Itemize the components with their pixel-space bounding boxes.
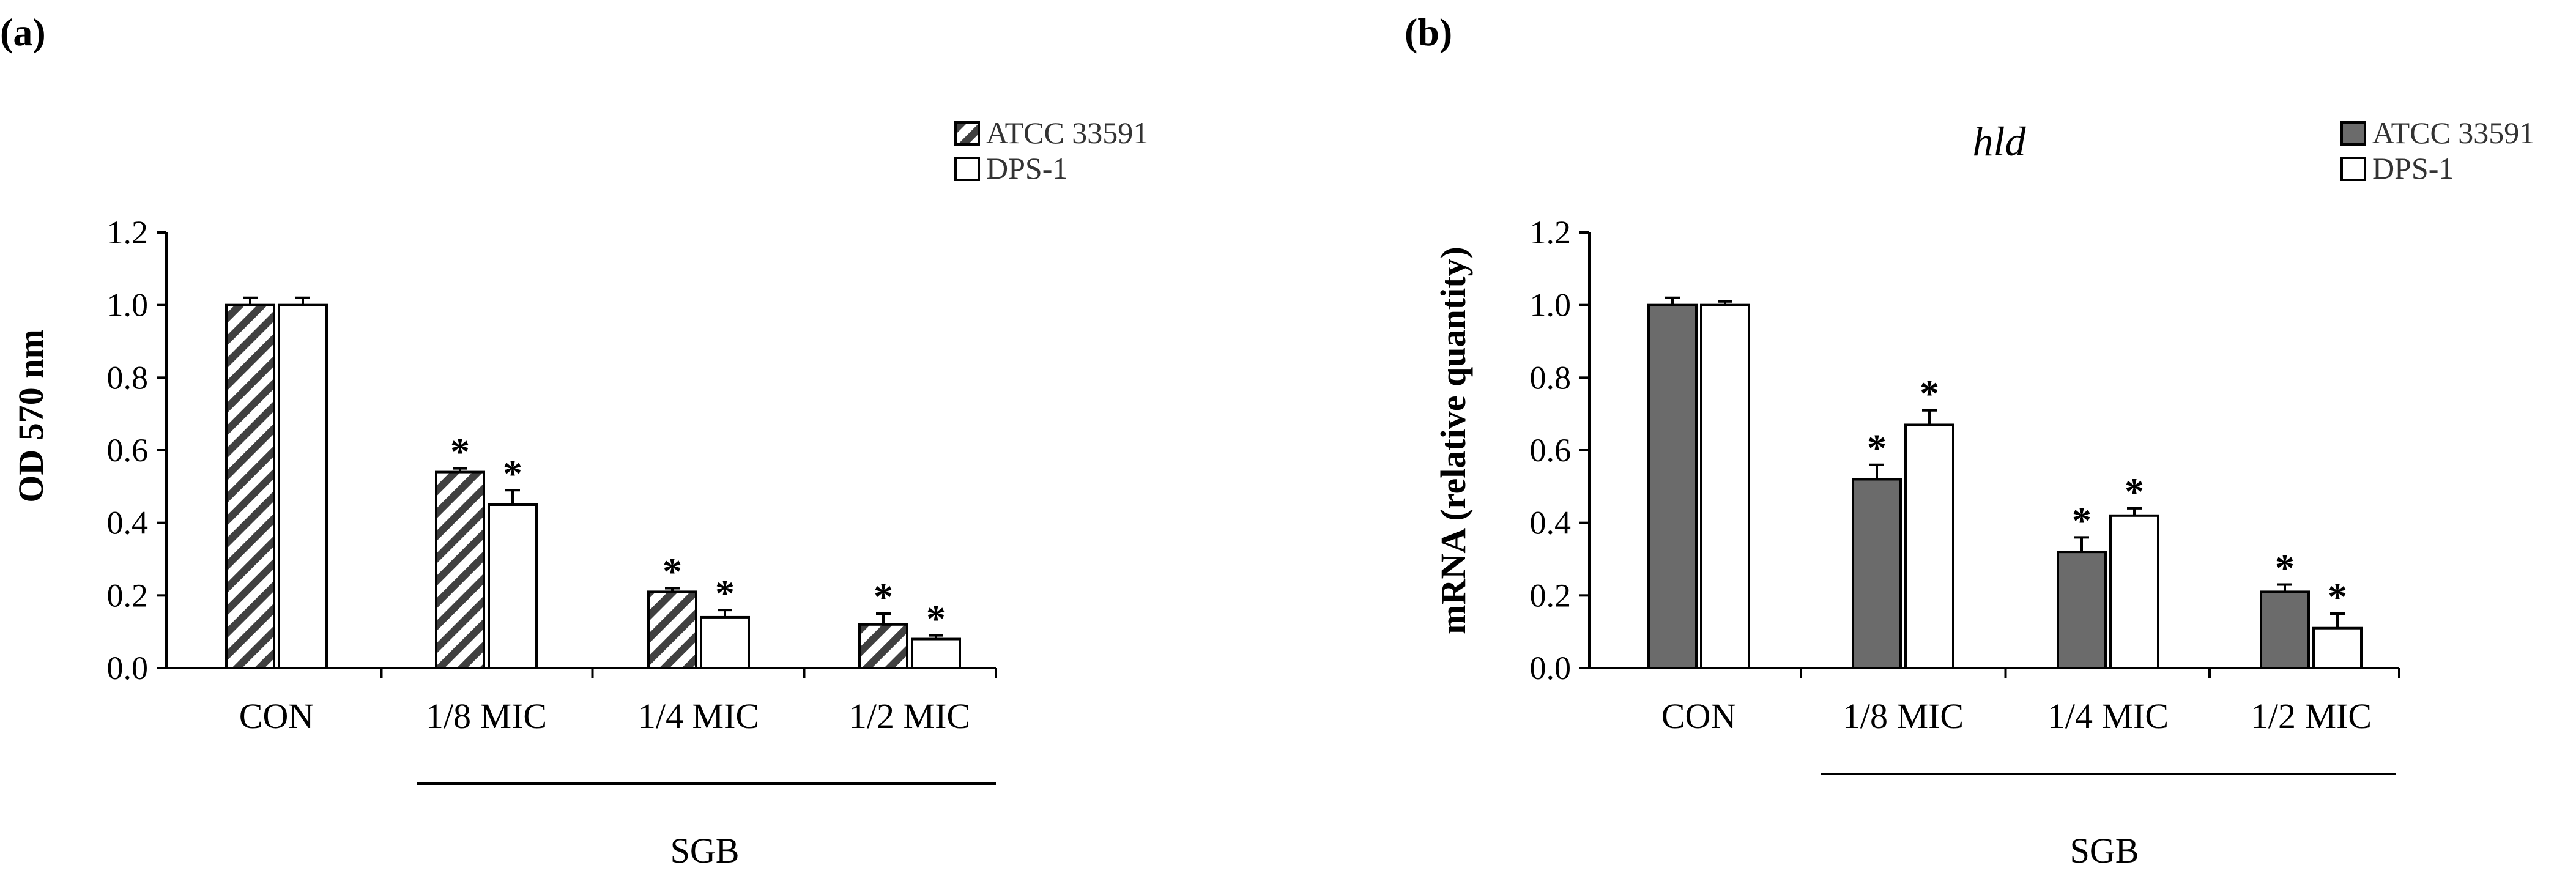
panel-a-bar-dps-0: [278, 303, 328, 669]
panel-a-y-axis-label: OD 570 nm: [11, 329, 51, 503]
panel-b-significance-star: *: [2275, 546, 2295, 590]
panel-a-bar-atcc-1: [435, 470, 485, 669]
panel-a-y-tick-label: 1.0: [107, 287, 149, 324]
panel-b-y-tick-label: 1.2: [1530, 214, 1572, 251]
legend-a-swatch-atcc: [954, 121, 980, 146]
panel-a-y-tick-label: 0.2: [107, 577, 149, 614]
panel-b-significance-star: *: [2125, 470, 2144, 513]
panel-a-significance-star: *: [715, 571, 735, 615]
panel-b-bar-atcc-3: [2260, 590, 2310, 670]
panel-b-y-tick-label: 0.0: [1530, 650, 1572, 686]
panel-a-bar-atcc-2: [647, 590, 697, 670]
panel-b-significance-star: *: [1920, 372, 1939, 415]
panel-b-category-label: 1/2 MIC: [2251, 696, 2372, 736]
panel-a-bar-dps-1: [488, 503, 538, 669]
panel-b-bar-atcc-1: [1852, 478, 1902, 669]
legend-a-swatch-dps: [954, 157, 980, 181]
panel-a-significance-star: *: [926, 597, 946, 641]
panel-b-bar-dps-2: [2109, 514, 2159, 669]
legend-a-label-dps: DPS-1: [986, 151, 1067, 185]
panel-a-significance-star: *: [874, 575, 893, 619]
panel-b-category-label: 1/8 MIC: [1843, 696, 1964, 736]
panel-b-sgb-label: SGB: [2070, 831, 2139, 871]
panel-b-y-tick-label: 0.6: [1530, 432, 1572, 469]
panel-b-bar-dps-0: [1700, 303, 1750, 669]
panel-b-bar-dps-1: [1904, 423, 1954, 669]
legend-a-label-atcc: ATCC 33591: [986, 116, 1148, 150]
panel-b-bar-atcc-2: [2057, 551, 2107, 670]
panel-b-y-axis-label: mRNA (relative quantity): [1433, 247, 1473, 634]
panel-b-legend: ATCC 33591 DPS-1: [2340, 116, 2534, 185]
panel-b-title: hld: [1973, 118, 2027, 165]
panel-b-y-tick-label: 0.2: [1530, 577, 1572, 614]
legend-b-swatch-dps: [2340, 157, 2366, 181]
panel-b-category-label: 1/4 MIC: [2047, 696, 2169, 736]
panel-a: (a) ATCC 33591 DPS-1 OD 570 nm 0.0 0.2 0.4…: [0, 10, 1148, 871]
panel-a-sgb-label: SGB: [670, 831, 740, 871]
panel-a-y-tick-label: 1.2: [107, 214, 149, 251]
panel-a-significance-star: *: [450, 430, 470, 474]
panel-a-y-tick-label: 0.0: [107, 650, 149, 686]
panel-a-label: (a): [0, 10, 46, 54]
panel-a-significance-star: *: [663, 549, 682, 593]
panel-b-y-tick-label: 1.0: [1530, 287, 1572, 324]
panel-a-bar-atcc-0: [225, 303, 275, 669]
panel-a-category-label: 1/4 MIC: [638, 696, 759, 736]
panel-b-significance-star: *: [2328, 575, 2347, 619]
panel-b-bar-atcc-0: [1647, 303, 1698, 669]
panel-a-legend: ATCC 33591 DPS-1: [954, 116, 1148, 185]
legend-b-label-dps: DPS-1: [2372, 151, 2454, 185]
panel-a-significance-star: *: [503, 451, 522, 495]
panel-a-y-tick-label: 0.6: [107, 432, 149, 469]
panel-a-category-label: 1/2 MIC: [849, 696, 970, 736]
panel-a-bar-dps-2: [700, 615, 750, 670]
panel-a-y-tick-label: 0.4: [107, 505, 149, 541]
panel-a-y-tick-label: 0.8: [107, 359, 149, 396]
panel-a-category-label: CON: [239, 696, 314, 736]
panel-a-bar-atcc-3: [858, 623, 908, 669]
panel-a-bar-dps-3: [911, 637, 961, 669]
legend-b-label-atcc: ATCC 33591: [2372, 116, 2534, 150]
panel-a-category-label: 1/8 MIC: [426, 696, 547, 736]
panel-b-significance-star: *: [2072, 499, 2092, 542]
panel-b-label: (b): [1405, 10, 1452, 54]
legend-b-swatch-atcc: [2340, 121, 2366, 146]
panel-b-y-tick-label: 0.8: [1530, 359, 1572, 396]
panel-b-bar-dps-3: [2312, 626, 2363, 669]
panel-b-significance-star: *: [1867, 426, 1887, 470]
panel-b: (b) hld ATCC 33591 DPS-1 mRNA (relative …: [1405, 10, 2534, 871]
panel-b-category-label: CON: [1661, 696, 1736, 736]
panel-b-y-tick-label: 0.4: [1530, 505, 1572, 541]
